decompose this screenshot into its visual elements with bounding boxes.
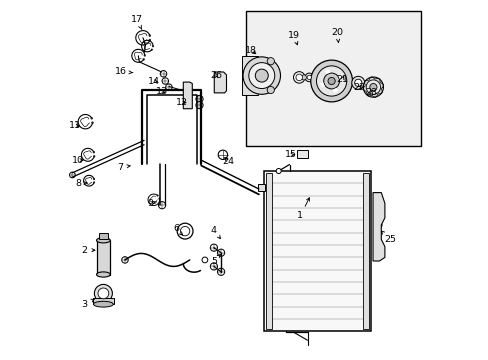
Circle shape <box>162 78 168 84</box>
Text: 8: 8 <box>75 179 87 188</box>
Bar <box>99 233 108 239</box>
Text: 3: 3 <box>81 299 94 309</box>
Circle shape <box>217 76 223 81</box>
Bar <box>362 173 368 329</box>
Circle shape <box>295 74 302 81</box>
Text: 7: 7 <box>117 163 130 172</box>
Circle shape <box>363 77 383 97</box>
Text: 25: 25 <box>381 231 395 244</box>
Circle shape <box>165 84 172 90</box>
Text: 4: 4 <box>210 226 220 239</box>
Text: 11: 11 <box>68 122 81 130</box>
Circle shape <box>354 79 361 86</box>
Text: 14: 14 <box>147 77 160 85</box>
Text: 21: 21 <box>336 75 348 84</box>
Text: 9: 9 <box>147 199 156 208</box>
Circle shape <box>323 73 339 89</box>
Bar <box>96 240 110 274</box>
Circle shape <box>196 95 203 103</box>
Text: 1: 1 <box>297 198 309 220</box>
Text: 2: 2 <box>81 246 95 255</box>
Circle shape <box>259 185 263 190</box>
Circle shape <box>217 249 224 256</box>
Text: 18: 18 <box>244 46 257 55</box>
Circle shape <box>302 151 307 156</box>
Circle shape <box>375 204 381 210</box>
Bar <box>297 150 307 158</box>
Bar <box>92 298 114 304</box>
Text: 24: 24 <box>222 157 234 166</box>
Text: 20: 20 <box>331 28 343 42</box>
Polygon shape <box>242 56 258 95</box>
Circle shape <box>160 71 166 77</box>
Ellipse shape <box>96 272 110 277</box>
Circle shape <box>107 298 112 303</box>
Circle shape <box>217 83 223 89</box>
Circle shape <box>185 99 190 104</box>
Polygon shape <box>372 193 384 261</box>
Polygon shape <box>214 72 226 93</box>
Circle shape <box>266 86 274 94</box>
Circle shape <box>276 168 281 174</box>
Circle shape <box>266 58 274 65</box>
Circle shape <box>210 244 217 251</box>
Circle shape <box>69 172 75 178</box>
Text: 19: 19 <box>287 31 300 45</box>
Circle shape <box>327 77 335 85</box>
Circle shape <box>94 284 112 302</box>
Circle shape <box>217 268 224 275</box>
Circle shape <box>122 257 128 263</box>
Polygon shape <box>183 82 192 109</box>
Circle shape <box>248 63 274 89</box>
Circle shape <box>255 69 268 82</box>
Text: 13: 13 <box>155 87 167 96</box>
Circle shape <box>310 60 352 102</box>
Circle shape <box>306 75 311 80</box>
Circle shape <box>316 66 346 96</box>
Circle shape <box>218 150 227 159</box>
Text: 17: 17 <box>130 15 142 30</box>
Text: 23: 23 <box>365 88 377 97</box>
Circle shape <box>297 151 302 156</box>
Circle shape <box>158 202 165 209</box>
Circle shape <box>375 222 381 228</box>
Ellipse shape <box>96 238 110 243</box>
Circle shape <box>366 80 380 94</box>
Text: 16: 16 <box>115 68 133 77</box>
Circle shape <box>210 263 217 270</box>
Bar <box>264 171 370 331</box>
Circle shape <box>243 57 280 94</box>
Circle shape <box>293 72 305 83</box>
Circle shape <box>185 93 190 98</box>
Circle shape <box>369 84 376 91</box>
Text: 10: 10 <box>72 156 84 165</box>
Text: 12: 12 <box>175 98 187 107</box>
Circle shape <box>94 298 99 303</box>
Bar <box>246 11 420 146</box>
Text: 15: 15 <box>285 150 297 159</box>
Circle shape <box>196 102 203 109</box>
Text: 5: 5 <box>210 255 220 265</box>
Text: 6: 6 <box>173 224 182 235</box>
Ellipse shape <box>93 301 113 307</box>
Circle shape <box>351 76 364 89</box>
Bar <box>257 184 264 191</box>
Circle shape <box>98 288 108 299</box>
Circle shape <box>301 75 306 80</box>
Text: 26: 26 <box>210 71 222 80</box>
Bar <box>265 173 271 329</box>
Circle shape <box>305 73 313 82</box>
Text: 22: 22 <box>353 83 365 91</box>
Circle shape <box>375 240 381 246</box>
